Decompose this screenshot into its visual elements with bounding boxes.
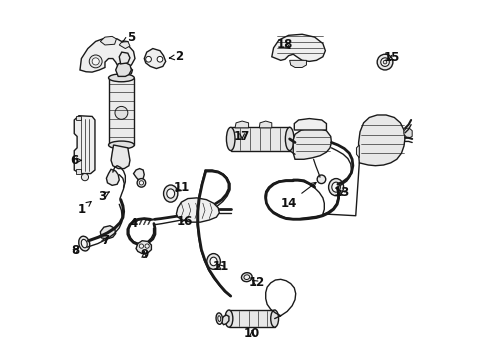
Polygon shape [144, 49, 166, 68]
Text: 12: 12 [248, 276, 265, 289]
Bar [109, 78, 134, 145]
Polygon shape [293, 128, 331, 159]
Circle shape [139, 244, 144, 248]
Ellipse shape [167, 189, 174, 198]
Text: 10: 10 [244, 327, 260, 340]
Polygon shape [259, 121, 272, 128]
Ellipse shape [242, 273, 252, 282]
Ellipse shape [270, 310, 279, 327]
Ellipse shape [285, 127, 294, 150]
Text: 3: 3 [98, 190, 109, 203]
Circle shape [139, 181, 144, 185]
Polygon shape [235, 121, 248, 128]
Polygon shape [118, 66, 132, 76]
Circle shape [146, 57, 151, 62]
Ellipse shape [210, 257, 217, 266]
Polygon shape [356, 145, 359, 158]
Ellipse shape [218, 316, 220, 321]
Ellipse shape [207, 253, 220, 269]
Ellipse shape [226, 127, 235, 150]
Polygon shape [116, 62, 131, 76]
Ellipse shape [244, 275, 249, 279]
Polygon shape [136, 241, 151, 253]
Polygon shape [220, 315, 229, 325]
Text: 7: 7 [101, 234, 109, 247]
Circle shape [115, 107, 128, 119]
Ellipse shape [109, 141, 134, 149]
Text: 18: 18 [277, 39, 293, 51]
Polygon shape [272, 34, 325, 62]
Polygon shape [359, 115, 405, 166]
Polygon shape [134, 168, 144, 180]
Ellipse shape [81, 239, 87, 248]
Ellipse shape [79, 236, 90, 251]
Ellipse shape [225, 310, 233, 327]
Ellipse shape [332, 182, 341, 192]
Circle shape [89, 55, 102, 68]
Bar [229, 310, 275, 327]
Polygon shape [111, 145, 130, 168]
Circle shape [157, 57, 163, 62]
Text: 4: 4 [129, 217, 138, 230]
Text: 15: 15 [384, 51, 400, 64]
Ellipse shape [109, 74, 134, 82]
Circle shape [81, 174, 89, 181]
Polygon shape [80, 38, 135, 72]
Circle shape [317, 175, 326, 184]
Text: 16: 16 [177, 215, 193, 228]
Ellipse shape [329, 179, 343, 196]
Text: 5: 5 [122, 31, 136, 44]
Text: 6: 6 [70, 154, 81, 167]
Polygon shape [119, 52, 130, 64]
Circle shape [377, 54, 393, 70]
Text: 9: 9 [140, 248, 148, 261]
Polygon shape [294, 118, 326, 130]
Polygon shape [74, 116, 95, 174]
Circle shape [145, 244, 149, 248]
Polygon shape [100, 226, 116, 239]
Polygon shape [290, 60, 306, 67]
Text: 13: 13 [334, 186, 350, 199]
Polygon shape [106, 169, 119, 185]
Polygon shape [404, 128, 412, 138]
Polygon shape [76, 116, 81, 120]
Polygon shape [119, 41, 130, 49]
Text: 2: 2 [170, 50, 183, 63]
Text: 11: 11 [213, 260, 229, 273]
Ellipse shape [164, 185, 178, 202]
Text: 14: 14 [280, 183, 316, 210]
Text: 1: 1 [77, 202, 91, 216]
Circle shape [137, 179, 146, 187]
Polygon shape [100, 36, 117, 45]
Text: 17: 17 [234, 130, 250, 143]
Text: 11: 11 [173, 181, 190, 194]
Circle shape [92, 58, 99, 65]
Bar [231, 127, 290, 151]
Ellipse shape [216, 313, 222, 324]
Circle shape [381, 58, 390, 66]
Polygon shape [176, 198, 220, 222]
Circle shape [383, 60, 387, 64]
Polygon shape [76, 169, 81, 174]
Text: 8: 8 [71, 244, 79, 257]
